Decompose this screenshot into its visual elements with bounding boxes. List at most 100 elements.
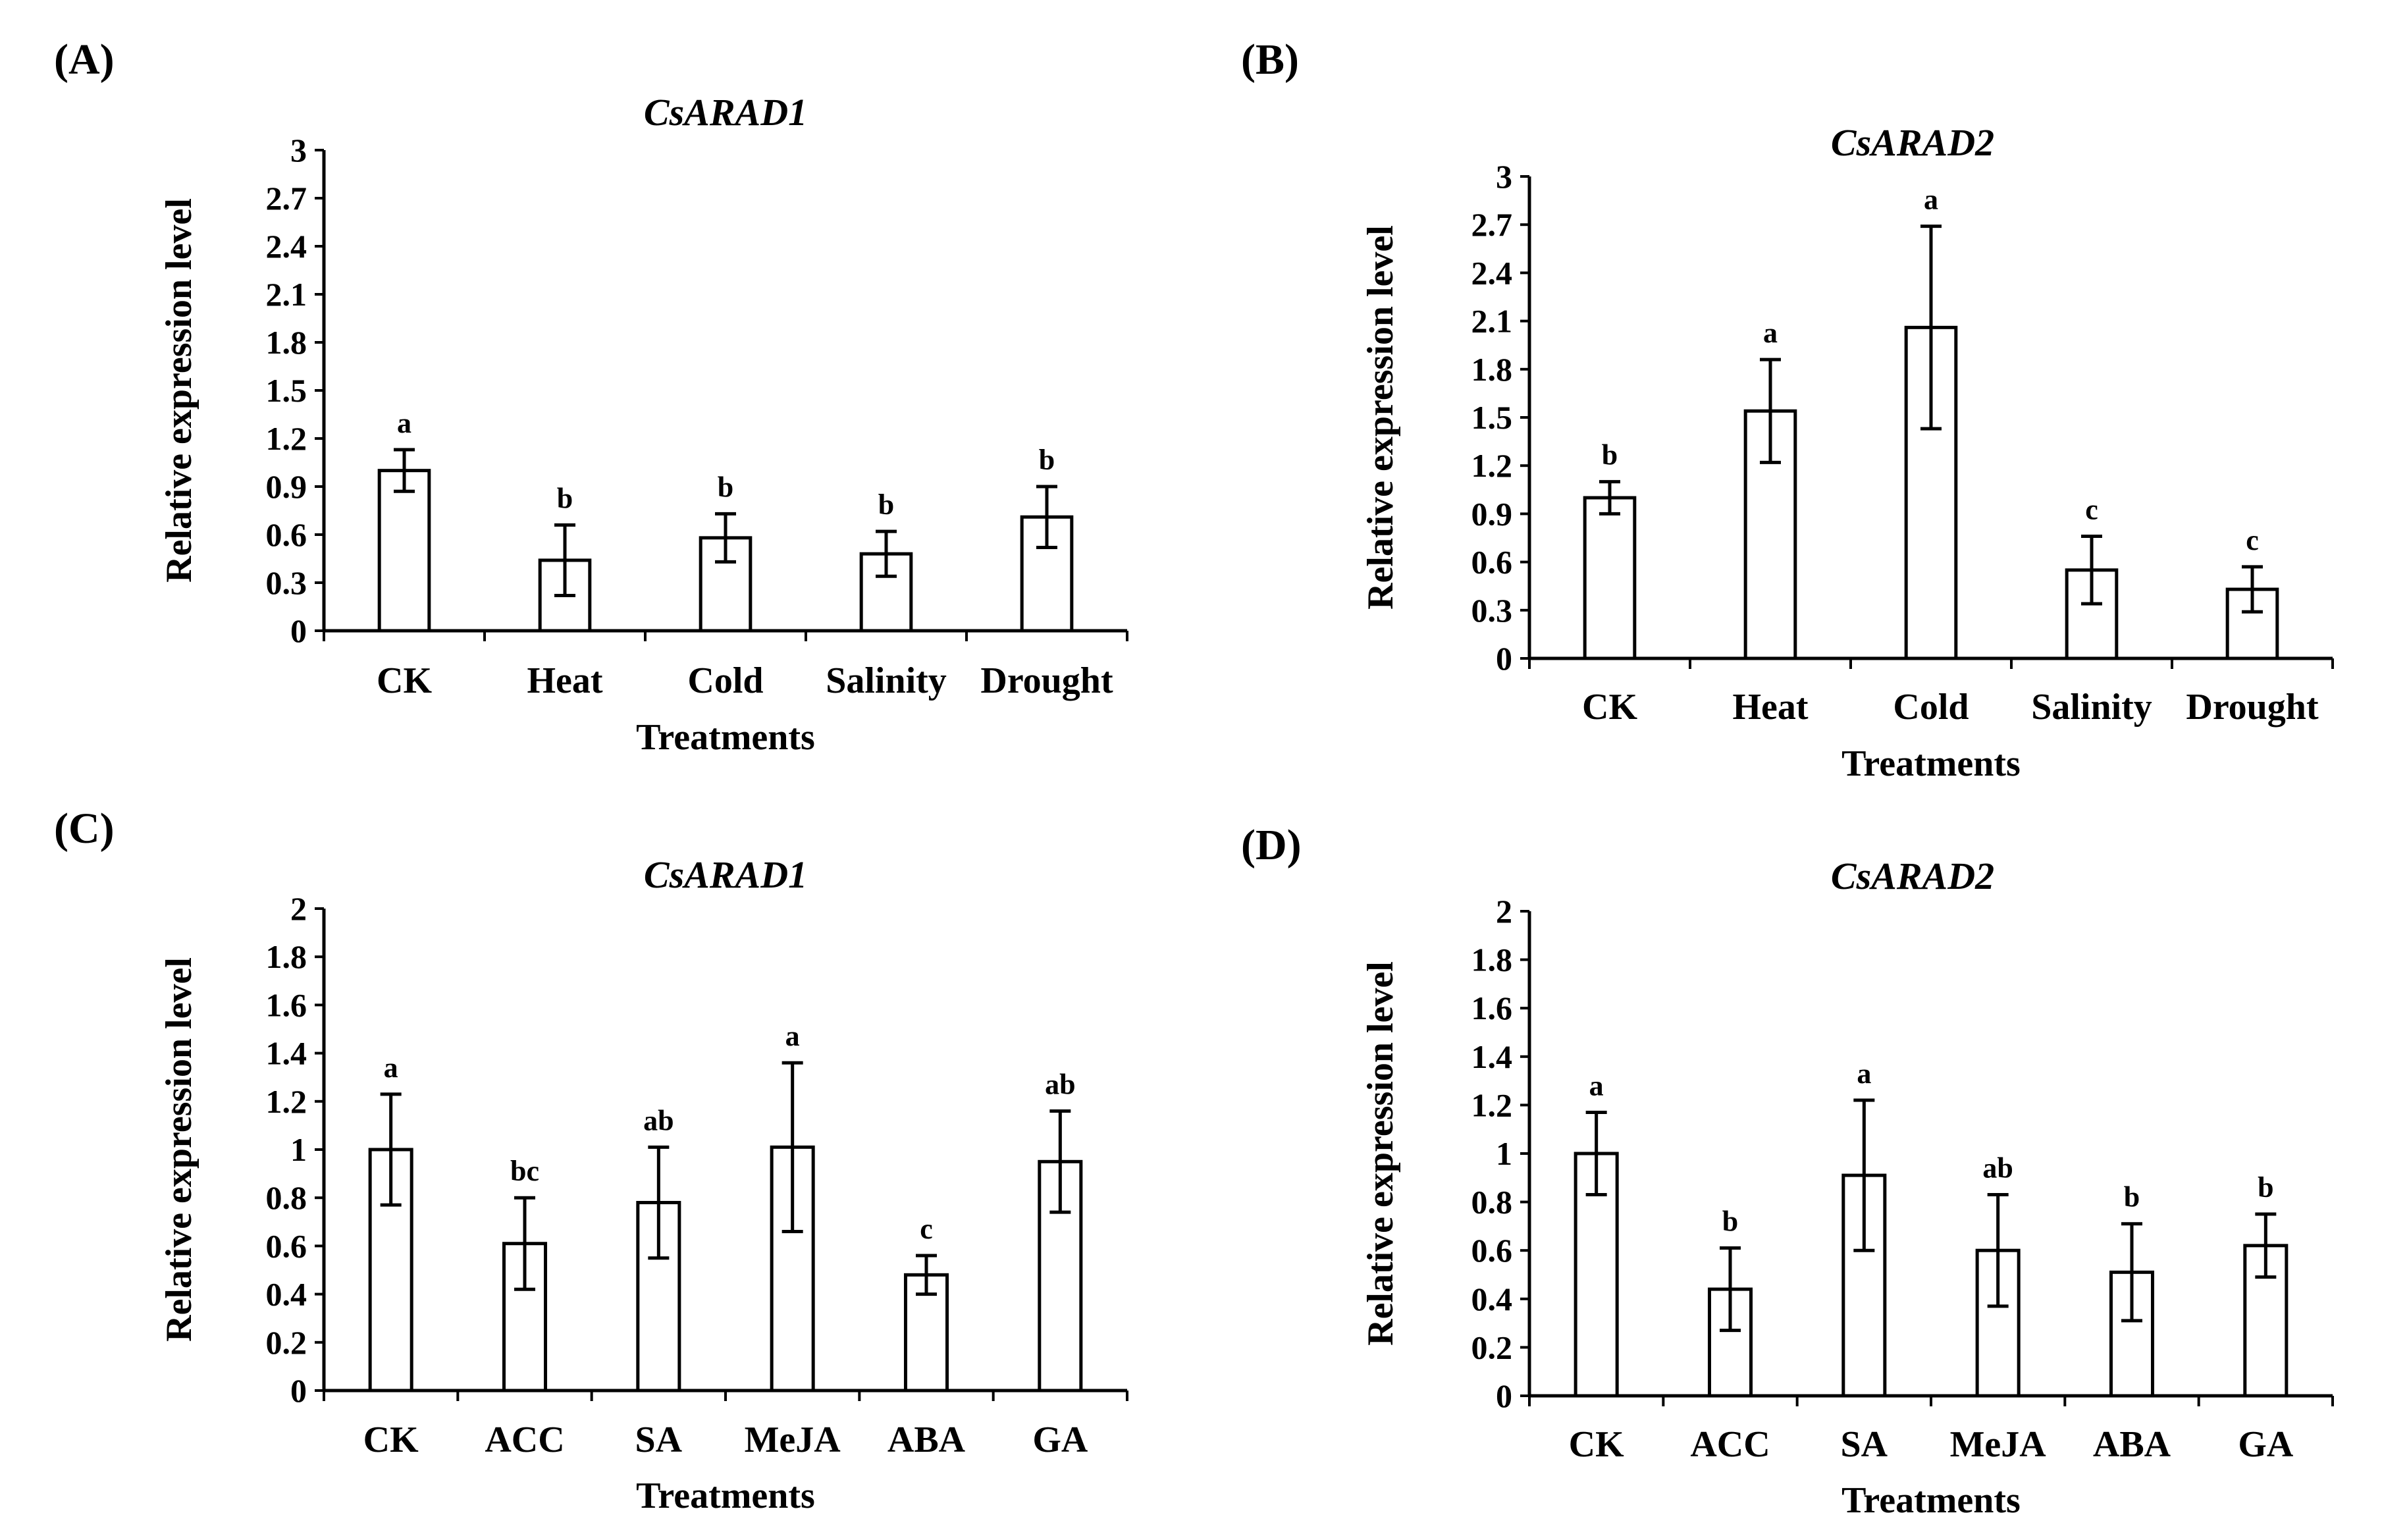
x-tick-label: Cold — [1893, 687, 1969, 728]
y-tick-label: 1.8 — [266, 324, 307, 361]
x-tick-label: Cold — [687, 660, 763, 701]
error-bar-heat — [554, 523, 575, 597]
y-tick-label: 2.4 — [1471, 254, 1513, 291]
error-bar-salinity — [2081, 535, 2102, 606]
significance-label: b — [718, 471, 733, 503]
x-tick-label: MeJA — [745, 1420, 841, 1460]
y-tick-label: 0.6 — [266, 516, 307, 553]
significance-label: c — [920, 1213, 933, 1245]
x-tick-label: GA — [1032, 1420, 1088, 1460]
significance-label: b — [1602, 439, 1618, 471]
y-tick-label: 1.5 — [1471, 399, 1513, 436]
y-tick-label: 0 — [290, 1372, 307, 1409]
y-tick-label: 1.6 — [266, 986, 307, 1023]
panel-letter: (B) — [1241, 36, 1299, 84]
y-tick-label: 1 — [1496, 1135, 1512, 1172]
error-bar-sa — [648, 1145, 670, 1260]
bar-ck — [377, 469, 431, 633]
y-tick-label: 1.5 — [266, 372, 307, 409]
y-tick-label: 0.8 — [266, 1179, 307, 1216]
significance-label: a — [384, 1051, 398, 1084]
error-bar-ck — [380, 1092, 402, 1207]
significance-label: ab — [643, 1104, 674, 1136]
x-tick-label: ACC — [1690, 1424, 1770, 1465]
y-tick-label: 2.1 — [1471, 303, 1513, 340]
significance-label: c — [2246, 524, 2259, 556]
y-tick-label: 0.2 — [266, 1324, 307, 1361]
significance-label: a — [785, 1020, 800, 1052]
y-tick-label: 2.7 — [266, 180, 307, 217]
y-tick-label: 3 — [1496, 158, 1512, 195]
x-tick-label: CK — [1582, 687, 1637, 728]
x-tick-label: ABA — [887, 1420, 966, 1460]
error-bar-sa — [1853, 1098, 1875, 1252]
y-tick-label: 1.6 — [1471, 990, 1513, 1026]
y-tick-label: 0.3 — [1471, 592, 1513, 629]
significance-label: ab — [1045, 1068, 1075, 1100]
x-tick-label: ABA — [2093, 1424, 2171, 1465]
y-tick-label: 0.8 — [1471, 1184, 1513, 1221]
significance-label: b — [1722, 1206, 1738, 1238]
error-bar-drought — [2242, 565, 2263, 614]
chart-title: CsARAD2 — [1831, 121, 1994, 164]
y-tick-label: 0 — [290, 612, 307, 649]
x-axis-title: Treatments — [1841, 1480, 2021, 1521]
y-tick-label: 1.2 — [1471, 1086, 1513, 1123]
error-bar-ck — [1599, 480, 1620, 516]
y-axis-title: Relative expression level — [1360, 225, 1401, 610]
y-tick-label: 0.4 — [1471, 1281, 1513, 1317]
x-tick-label: GA — [2238, 1424, 2294, 1465]
x-axis-title: Treatments — [636, 1475, 815, 1516]
chart-panel-3: (C) CsARAD1 0 0.2 0.4 0.6 0.8 1 1.2 1.4 1.6 1.8 2 a CK… — [54, 805, 1128, 1516]
y-tick-label: 0.6 — [1471, 1232, 1513, 1269]
y-tick-label: 2.1 — [266, 276, 307, 313]
significance-label: a — [1924, 184, 1938, 216]
y-tick-label: 1.4 — [266, 1035, 307, 1072]
y-tick-label: 0.6 — [1471, 544, 1513, 581]
y-tick-label: 0.6 — [266, 1227, 307, 1264]
y-axis-title: Relative expression level — [159, 198, 199, 583]
x-tick-label: SA — [1841, 1424, 1888, 1465]
y-tick-label: 1.8 — [1471, 942, 1513, 978]
significance-label: c — [2085, 494, 2098, 526]
y-axis-title: Relative expression level — [159, 957, 199, 1342]
y-tick-label: 1.2 — [1471, 447, 1513, 484]
y-tick-label: 0.2 — [1471, 1329, 1513, 1366]
x-tick-label: SA — [635, 1420, 683, 1460]
chart-panel-4: (D) CsARAD2 0 0.2 0.4 0.6 0.8 1 1.2 1.4 1.6 1.8 2 a CK… — [1241, 821, 2334, 1521]
significance-label: a — [1763, 317, 1778, 349]
error-bar-drought — [1036, 485, 1057, 549]
error-bar-ck — [1585, 1110, 1607, 1197]
chart-title: CsARAD1 — [644, 91, 807, 134]
chart-title: CsARAD1 — [644, 853, 807, 896]
y-tick-label: 0.9 — [1471, 495, 1513, 532]
x-tick-label: Drought — [2186, 687, 2319, 728]
error-bar-salinity — [876, 529, 897, 578]
significance-label: b — [2124, 1181, 2140, 1213]
y-tick-label: 1.8 — [266, 938, 307, 975]
x-tick-label: CK — [377, 660, 432, 701]
error-bar-acc — [1720, 1246, 1741, 1333]
significance-label: b — [2258, 1171, 2273, 1204]
y-tick-label: 2 — [290, 890, 307, 927]
chart-title: CsARAD2 — [1831, 855, 1994, 897]
x-tick-label: Drought — [980, 660, 1113, 701]
y-tick-label: 0 — [1496, 1377, 1512, 1414]
x-tick-label: ACC — [485, 1420, 564, 1460]
significance-label: a — [397, 407, 411, 439]
y-tick-label: 1.8 — [1471, 351, 1513, 388]
significance-label: a — [1589, 1069, 1604, 1102]
significance-label: a — [1857, 1057, 1871, 1090]
x-axis-title: Treatments — [1841, 743, 2021, 784]
x-tick-label: Heat — [1732, 687, 1808, 728]
y-axis-title: Relative expression level — [1360, 961, 1401, 1346]
y-tick-label: 2 — [1496, 893, 1512, 930]
panel-letter: (D) — [1241, 821, 1302, 869]
y-tick-label: 0 — [1496, 640, 1512, 677]
error-bar-cold — [715, 512, 736, 564]
significance-label: bc — [510, 1155, 539, 1187]
chart-panel-1: (A) CsARAD1 0 0.3 0.6 0.9 1.2 1.5 1.8 2.1 2.4 2.7 3 a… — [54, 36, 1128, 758]
x-tick-label: Salinity — [2031, 687, 2152, 728]
error-bar-meja — [1987, 1193, 2009, 1308]
